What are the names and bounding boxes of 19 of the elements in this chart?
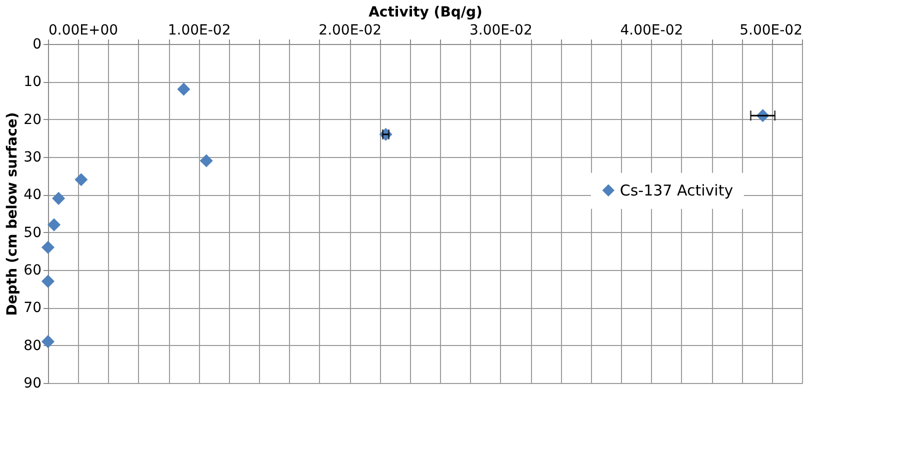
y-tick-label: 80 bbox=[24, 338, 42, 354]
legend-label: Cs-137 Activity bbox=[620, 181, 734, 200]
y-axis-title: Depth (cm below surface) bbox=[4, 112, 21, 316]
y-tick-label: 30 bbox=[24, 150, 42, 166]
y-tick-label: 60 bbox=[24, 262, 42, 278]
y-tick-label: 20 bbox=[24, 112, 42, 128]
x-tick-label: 5.00E-02 bbox=[740, 22, 802, 38]
x-tick-label: 3.00E-02 bbox=[469, 22, 532, 38]
x-tick-label: 2.00E-02 bbox=[318, 22, 382, 38]
y-tick-label: 50 bbox=[24, 224, 42, 241]
x-tick-label: 1.00E-02 bbox=[168, 22, 231, 38]
y-tick-label: 90 bbox=[24, 376, 42, 392]
x-tick-label: 0.00E+00 bbox=[48, 22, 118, 38]
y-tick-label: 10 bbox=[24, 74, 42, 90]
x-axis-title: Activity (Bq/g) bbox=[368, 4, 482, 20]
y-tick-label: 40 bbox=[24, 187, 42, 204]
y-tick-label: 70 bbox=[24, 300, 42, 316]
x-tick-label: 4.00E-02 bbox=[620, 22, 684, 38]
y-tick-label: 0 bbox=[32, 36, 42, 52]
